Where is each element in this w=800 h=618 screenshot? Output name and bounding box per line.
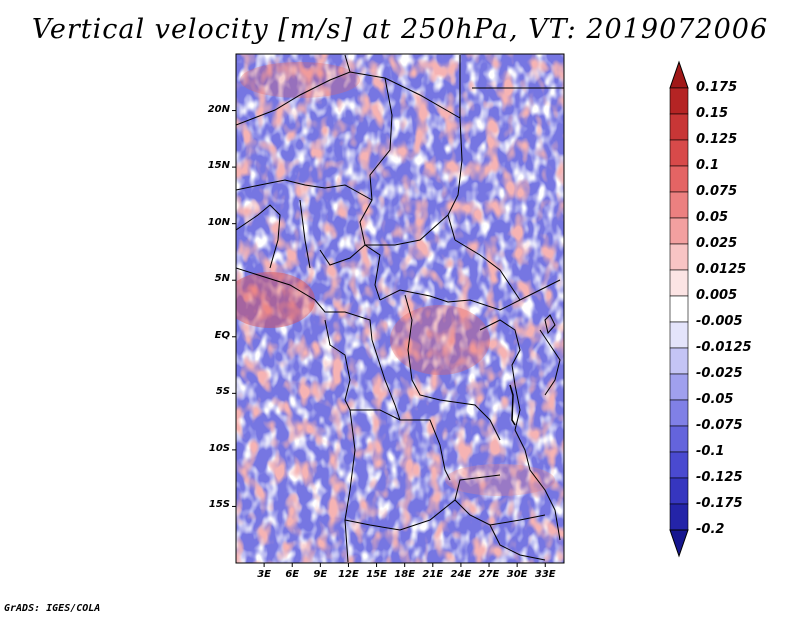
colorbar-label: -0.0125: [696, 340, 752, 355]
colorbar-label: -0.1: [696, 444, 725, 459]
credit-text: GrADS: IGES/COLA: [4, 603, 101, 614]
lat-label: 5N: [214, 273, 230, 285]
lon-label: 15E: [366, 569, 387, 580]
colorbar-segment: [669, 529, 689, 558]
colorbar-label: 0.125: [696, 132, 738, 147]
colorbar-label: 0.0125: [696, 262, 747, 277]
colorbar-label: 0.025: [696, 236, 738, 251]
colorbar-segment: [669, 139, 689, 167]
colorbar-segment: [669, 451, 689, 479]
colorbar-segment: [669, 113, 689, 141]
colorbar-label: -0.025: [696, 366, 743, 381]
colorbar-label: -0.075: [696, 418, 743, 433]
lon-label: 27E: [478, 569, 500, 580]
colorbar-segment: [669, 373, 689, 401]
colorbar-label: -0.125: [696, 470, 743, 485]
colorbar-label: -0.05: [696, 392, 734, 407]
colorbar-label: 0.15: [696, 106, 729, 121]
lon-label: 18E: [394, 569, 416, 580]
velocity-field: [236, 54, 564, 563]
colorbar-label: -0.2: [696, 522, 725, 537]
lon-label: 6E: [285, 569, 300, 580]
colorbar-label: -0.175: [696, 496, 743, 511]
colorbar-segment: [669, 165, 689, 193]
colorbar-segment: [669, 425, 689, 453]
lat-label: 10N: [207, 216, 230, 228]
lat-label: 5S: [215, 386, 230, 398]
lon-label: 3E: [257, 569, 271, 580]
colorbar-segment: [669, 87, 689, 115]
colorbar-label: 0.1: [696, 158, 720, 173]
lon-label: 12E: [338, 569, 359, 580]
lon-label: 9E: [313, 569, 328, 580]
lat-label: 20N: [207, 103, 230, 115]
colorbar-label: 0.05: [696, 210, 729, 225]
lon-label: 21E: [422, 569, 444, 580]
lat-label: 15S: [208, 499, 230, 511]
colorbar-label: 0.005: [696, 288, 738, 303]
colorbar-segment: [669, 503, 689, 531]
colorbar-segment: [669, 217, 689, 245]
colorbar-label: -0.005: [696, 314, 743, 329]
boundaries: [236, 54, 564, 563]
lat-label: EQ: [214, 329, 230, 341]
colorbar-label: 0.075: [696, 184, 738, 199]
colorbar-segment: [669, 295, 689, 323]
map-frame: [235, 53, 565, 564]
lon-label: 30E: [506, 569, 528, 580]
lat-label: 10S: [208, 442, 230, 454]
colorbar-segment: [669, 243, 689, 271]
colorbar-segment: [669, 191, 689, 219]
lat-label: 15N: [207, 160, 230, 172]
colorbar-label: 0.175: [696, 80, 738, 95]
colorbar-segment: [669, 347, 689, 375]
colorbar: [669, 60, 689, 558]
colorbar-segment: [669, 477, 689, 505]
colorbar-segment: [669, 269, 689, 297]
colorbar-segment: [669, 399, 689, 427]
map-title: Vertical velocity [m/s] at 250hPa, VT: 2…: [31, 14, 769, 45]
lon-label: 33E: [534, 569, 556, 580]
colorbar-segment: [669, 60, 689, 89]
lon-label: 24E: [450, 569, 472, 580]
colorbar-segment: [669, 321, 689, 349]
